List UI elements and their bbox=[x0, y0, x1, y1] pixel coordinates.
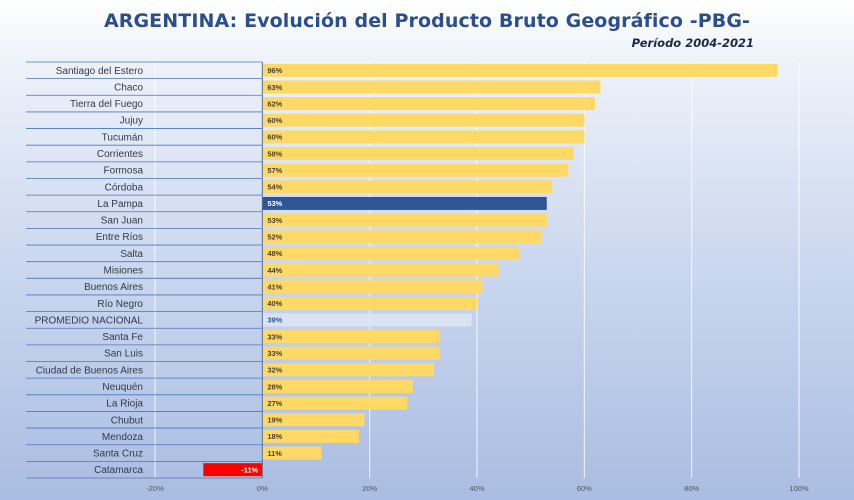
category-label: La Pampa bbox=[97, 199, 143, 210]
data-label: -11% bbox=[241, 465, 258, 474]
bar bbox=[262, 180, 553, 194]
bar bbox=[262, 230, 542, 244]
data-label: 63% bbox=[267, 83, 282, 92]
data-label: 60% bbox=[267, 116, 282, 125]
category-label: San Juan bbox=[101, 216, 143, 227]
bar bbox=[262, 363, 435, 377]
bar bbox=[262, 263, 499, 277]
data-label: 41% bbox=[267, 282, 282, 291]
data-label: 27% bbox=[267, 399, 282, 408]
chart-subtitle: Período 2004-2021 bbox=[631, 36, 754, 50]
category-label: Mendoza bbox=[102, 432, 144, 443]
bar bbox=[262, 446, 322, 460]
bar bbox=[262, 63, 778, 77]
category-label: Neuquén bbox=[102, 382, 143, 393]
x-tick-label: 80% bbox=[684, 484, 699, 493]
category-label: Salta bbox=[120, 249, 143, 260]
bar bbox=[262, 113, 585, 127]
data-label: 40% bbox=[267, 299, 282, 308]
category-label: Santa Cruz bbox=[93, 449, 143, 460]
category-label: Ciudad de Buenos Aires bbox=[36, 365, 143, 376]
category-label: La Rioja bbox=[106, 399, 143, 410]
bar bbox=[262, 413, 365, 427]
data-label: 58% bbox=[267, 149, 282, 158]
data-label: 54% bbox=[267, 183, 282, 192]
bar bbox=[262, 346, 440, 360]
chart-title: ARGENTINA: Evolución del Producto Bruto … bbox=[103, 10, 751, 32]
bar bbox=[262, 213, 547, 227]
bar bbox=[262, 330, 440, 344]
bar bbox=[262, 396, 408, 410]
data-label: 18% bbox=[267, 432, 282, 441]
category-label: Tucumán bbox=[102, 132, 143, 143]
bar bbox=[262, 313, 472, 327]
category-label: Córdoba bbox=[105, 182, 144, 193]
data-label: 96% bbox=[267, 66, 282, 75]
data-label: 53% bbox=[267, 199, 282, 208]
bar bbox=[203, 463, 263, 477]
category-label: San Luis bbox=[104, 349, 143, 360]
bar bbox=[262, 163, 569, 177]
data-label: 52% bbox=[267, 233, 282, 242]
data-label: 60% bbox=[267, 133, 282, 142]
category-label: Jujuy bbox=[120, 116, 143, 127]
x-tick-label: 100% bbox=[789, 484, 809, 493]
category-label: Santa Fe bbox=[102, 332, 143, 343]
bar bbox=[262, 379, 413, 393]
category-label: Catamarca bbox=[94, 465, 143, 476]
category-label: PROMEDIO NACIONAL bbox=[35, 315, 144, 326]
bar bbox=[262, 97, 596, 111]
bar bbox=[262, 147, 574, 161]
category-label: Chaco bbox=[114, 82, 143, 93]
x-tick-label: 60% bbox=[577, 484, 592, 493]
category-label: Río Negro bbox=[97, 299, 143, 310]
category-label: Santiago del Estero bbox=[56, 66, 144, 77]
data-label: 32% bbox=[267, 366, 282, 375]
data-label: 33% bbox=[267, 332, 282, 341]
bar bbox=[262, 280, 483, 294]
bar bbox=[262, 80, 601, 94]
x-tick-label: 0% bbox=[257, 484, 268, 493]
category-label: Misiones bbox=[104, 266, 143, 277]
data-label: 44% bbox=[267, 266, 282, 275]
data-label: 39% bbox=[267, 316, 282, 325]
x-tick-label: -20% bbox=[146, 484, 164, 493]
data-label: 48% bbox=[267, 249, 282, 258]
data-label: 33% bbox=[267, 349, 282, 358]
category-label: Formosa bbox=[104, 166, 144, 177]
category-label: Entre Ríos bbox=[96, 232, 143, 243]
data-label: 11% bbox=[267, 449, 282, 458]
bar bbox=[262, 296, 477, 310]
data-label: 28% bbox=[267, 382, 282, 391]
category-label: Chubut bbox=[111, 415, 143, 426]
category-label: Buenos Aires bbox=[84, 282, 143, 293]
x-tick-label: 40% bbox=[469, 484, 484, 493]
bar bbox=[262, 246, 520, 260]
data-label: 19% bbox=[267, 416, 282, 425]
data-label: 57% bbox=[267, 166, 282, 175]
bar bbox=[262, 429, 359, 443]
category-label: Tierra del Fuego bbox=[70, 99, 143, 110]
bar bbox=[262, 196, 547, 210]
data-label: 62% bbox=[267, 99, 282, 108]
category-label: Corrientes bbox=[97, 149, 143, 160]
data-label: 53% bbox=[267, 216, 282, 225]
bar bbox=[262, 130, 585, 144]
x-tick-label: 20% bbox=[362, 484, 377, 493]
